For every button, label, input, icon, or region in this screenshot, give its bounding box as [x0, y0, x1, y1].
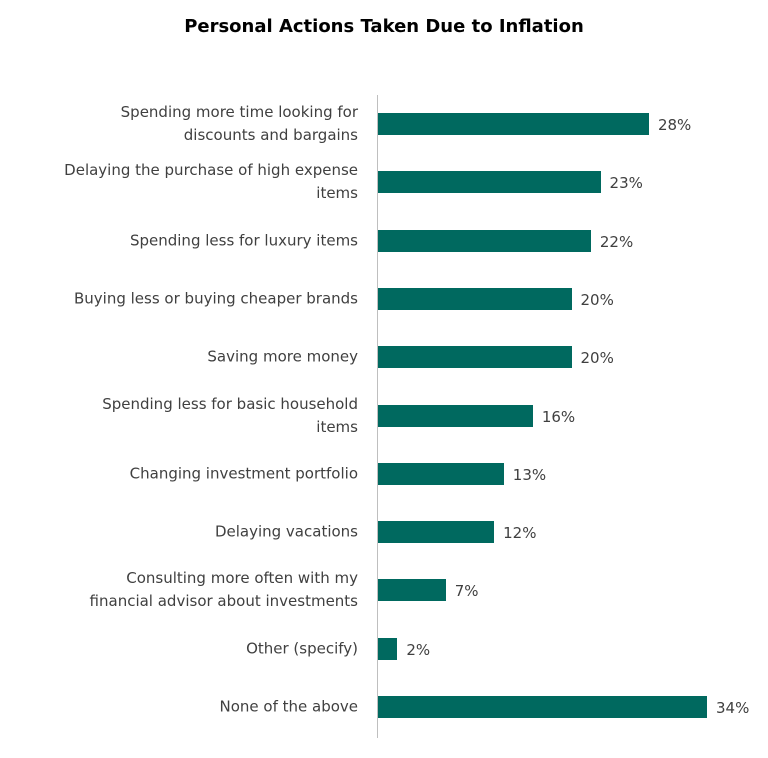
value-label: 34% — [716, 699, 750, 717]
category-label: None of the above — [219, 697, 358, 716]
bar — [378, 229, 591, 252]
category-label: Spending less for basic household items — [102, 394, 358, 436]
category-label: Spending more time looking for discounts… — [120, 103, 358, 144]
category-label: Delaying vacations — [214, 522, 358, 541]
category-label: Other (specify) — [246, 639, 358, 658]
bar — [378, 462, 504, 485]
bar — [378, 287, 572, 310]
value-label: 28% — [657, 116, 692, 134]
value-label: 16% — [541, 407, 576, 426]
bar — [378, 579, 446, 602]
value-label: 13% — [512, 465, 547, 484]
value-label: 7% — [454, 582, 479, 601]
category-label: Spending less for luxury items — [129, 231, 358, 250]
bar — [378, 113, 649, 135]
bar — [378, 521, 495, 544]
value-label: 20% — [580, 290, 614, 309]
category-label: Delaying the purchase of high expense it… — [64, 161, 358, 203]
value-label: 22% — [599, 232, 634, 251]
value-label: 23% — [609, 174, 643, 193]
value-label: 2% — [406, 640, 431, 659]
category-label: Consulting more often with my financial … — [89, 569, 358, 611]
bar — [378, 346, 572, 369]
value-label: 12% — [503, 524, 537, 543]
bar — [378, 696, 707, 718]
bar — [378, 404, 533, 427]
category-label: Changing investment portfolio — [129, 464, 358, 483]
bar — [378, 171, 601, 194]
value-label: 20% — [580, 349, 614, 368]
category-axis — [377, 95, 378, 738]
category-label: Buying less or buying cheaper brands — [74, 289, 358, 308]
chart-title: Personal Actions Taken Due to Inflation — [184, 16, 584, 37]
category-label: Saving more money — [207, 347, 358, 366]
bar — [378, 637, 398, 660]
